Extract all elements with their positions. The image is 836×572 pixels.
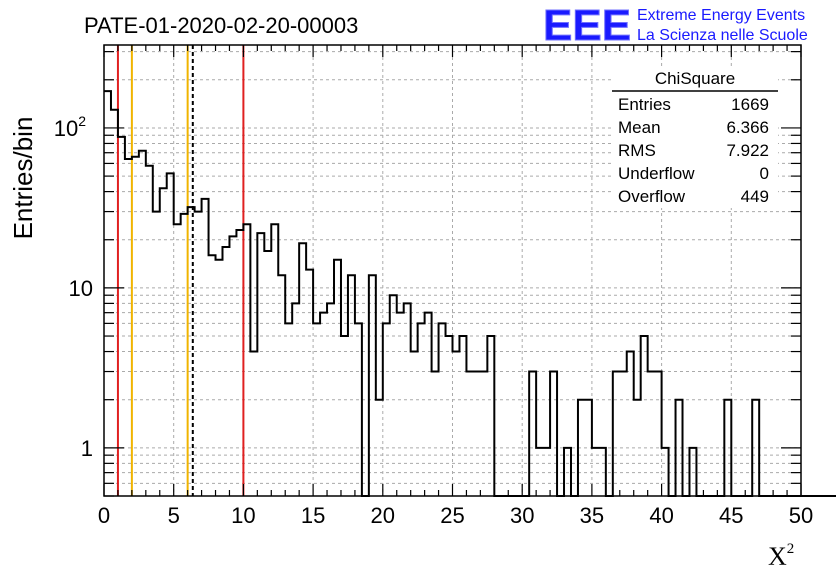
stats-value: 0 (760, 164, 769, 183)
x-axis-label: Χ2 (768, 541, 794, 571)
eee-logo-line1: Extreme Energy Events (637, 7, 805, 24)
stats-label: Entries (618, 95, 671, 114)
stats-title: ChiSquare (655, 69, 735, 88)
eee-logo-mark: EEE (543, 1, 631, 50)
x-tick-label: 15 (301, 503, 325, 528)
stats-value: 449 (741, 187, 769, 206)
x-tick-labels: 0 5 10 15 20 25 30 35 40 45 50 (98, 503, 813, 528)
reference-lines (116, 45, 245, 496)
eee-logo: EEE Extreme Energy Events La Scienza nel… (543, 1, 808, 51)
x-tick-label: 5 (168, 503, 180, 528)
x-tick-label: 45 (719, 503, 743, 528)
grid (104, 45, 801, 496)
x-tick-label: 25 (440, 503, 464, 528)
chart-title: PATE-01-2020-02-20-00003 (84, 13, 358, 38)
x-tick-label: 35 (580, 503, 604, 528)
x-tick-label: 30 (510, 503, 534, 528)
y-tick-label: 1 (81, 436, 93, 461)
y-tick-label: 10 (69, 276, 93, 301)
y-tick-label: 102 (54, 113, 86, 141)
stats-value: 6.366 (726, 118, 769, 137)
stats-value: 7.922 (726, 141, 769, 160)
stats-box: ChiSquare Entries 1669 Mean 6.366 RMS 7.922 Un… (612, 68, 778, 208)
stats-value: 1669 (731, 95, 769, 114)
stats-label: RMS (618, 141, 656, 160)
x-tick-label: 10 (231, 503, 255, 528)
stats-label: Overflow (618, 187, 686, 206)
eee-logo-line2: La Scienza nelle Scuole (637, 27, 808, 44)
x-tick-label: 20 (371, 503, 395, 528)
x-tick-label: 40 (649, 503, 673, 528)
y-axis-label: Entries/bin (8, 117, 38, 240)
histogram-outline (104, 90, 836, 497)
x-tick-label: 0 (98, 503, 110, 528)
axis-ticks (103, 45, 802, 497)
x-tick-label: 50 (789, 503, 813, 528)
y-tick-labels: 1 10 102 (54, 113, 93, 461)
stats-label: Underflow (618, 164, 695, 183)
stats-label: Mean (618, 118, 661, 137)
